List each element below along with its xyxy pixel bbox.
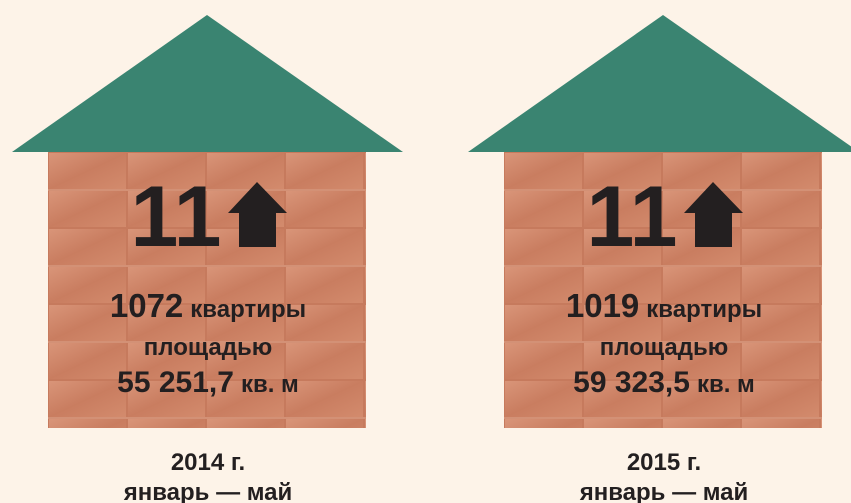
apartments-unit: квартиры: [190, 296, 306, 323]
apartments-unit: квартиры: [646, 296, 762, 323]
area-unit: кв. м: [241, 371, 299, 398]
period: январь — май: [123, 479, 293, 503]
area-line: 55 251,7 кв. м: [117, 366, 299, 399]
area-line: 59 323,5 кв. м: [573, 366, 755, 399]
house-panel: 11 1019 квартиры площадью 59 323,5 кв. м 2015 …: [468, 15, 851, 503]
count: 11: [131, 169, 222, 265]
period: январь — май: [579, 479, 749, 503]
apartments: 1019: [566, 287, 639, 324]
count: 11: [587, 169, 678, 265]
area-label: площадью: [144, 334, 272, 361]
area: 59 323,5: [573, 366, 690, 399]
year: 2015 г.: [627, 449, 701, 476]
page: 11 1072 квартиры площадью 55 251,7 кв. м 2014 …: [0, 0, 851, 503]
year: 2014 г.: [171, 449, 245, 476]
infographic: 11 1072 квартиры площадью 55 251,7 кв. м 2014 …: [0, 0, 851, 503]
apartments: 1072: [110, 287, 183, 324]
area-label: площадью: [600, 334, 728, 361]
roof: [468, 15, 851, 152]
house-panel: 11 1072 квартиры площадью 55 251,7 кв. м 2014 …: [12, 15, 403, 503]
area-unit: кв. м: [697, 371, 755, 398]
roof: [12, 15, 403, 152]
area: 55 251,7: [117, 366, 234, 399]
